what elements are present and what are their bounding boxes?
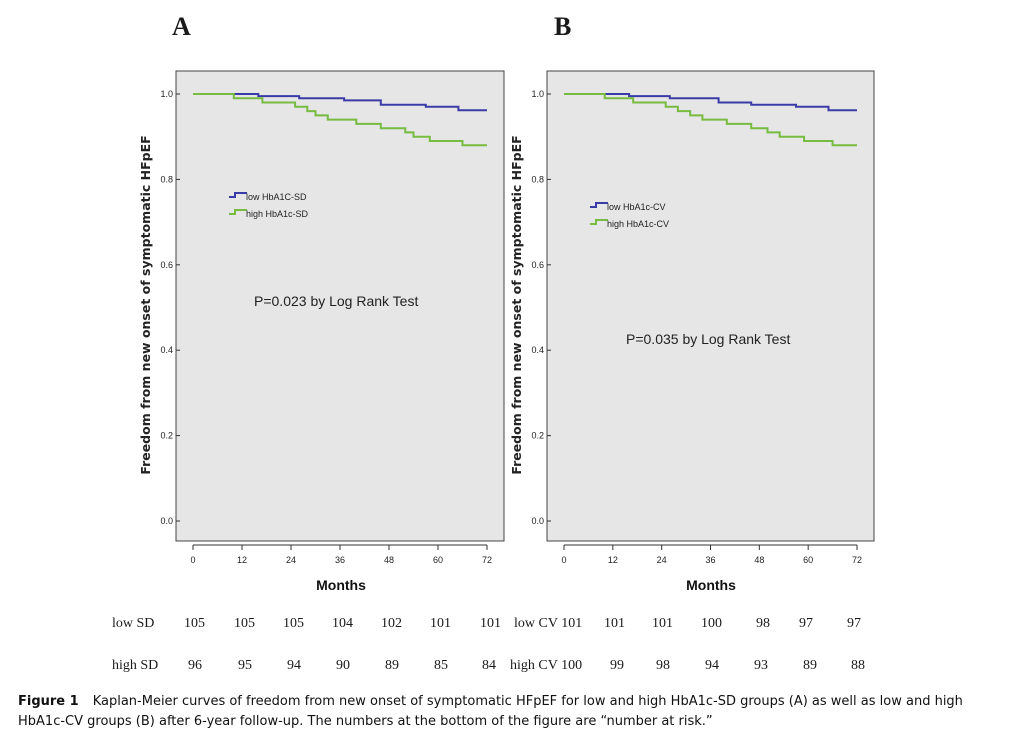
series-b xyxy=(564,93,857,147)
risk-value: 94 xyxy=(705,658,719,673)
figure-caption-label: Figure 1 xyxy=(18,694,79,709)
y-ticks-b: 0.0 0.2 0.4 0.6 0.8 1.0 xyxy=(531,89,551,526)
risk-value: 101 xyxy=(430,616,451,631)
risk-value: 98 xyxy=(656,658,670,673)
y-tick-label: 0.4 xyxy=(160,345,173,355)
survival-curve-low xyxy=(193,93,487,112)
legend-swatch-low-cv xyxy=(590,202,608,208)
x-tick-label: 72 xyxy=(852,555,862,565)
y-tick-label: 0.2 xyxy=(531,431,544,441)
risk-value: 89 xyxy=(385,658,399,673)
y-tick-label: 1.0 xyxy=(531,89,544,99)
risk-value: 104 xyxy=(332,616,353,631)
figure-caption-text: Kaplan-Meier curves of freedom from new … xyxy=(18,694,963,729)
legend-a: low HbA1C-SD high HbA1c-SD xyxy=(229,192,309,219)
x-tick-label: 48 xyxy=(384,555,394,565)
y-tick-label: 0.0 xyxy=(160,516,173,526)
x-tick-label: 24 xyxy=(286,555,296,565)
risk-value: 90 xyxy=(336,658,350,673)
p-value-annotation-b: P=0.035 by Log Rank Test xyxy=(626,331,790,347)
legend-swatch-low-sd xyxy=(229,192,247,198)
risk-value: 97 xyxy=(799,616,813,631)
y-tick-label: 1.0 xyxy=(160,89,173,99)
plot-area-b xyxy=(546,70,875,542)
risk-value: 99 xyxy=(610,658,624,673)
risk-label-low-sd: low SD xyxy=(112,616,155,631)
panel-a-letter: A xyxy=(172,12,191,41)
x-tick-label: 12 xyxy=(237,555,247,565)
risk-value: 93 xyxy=(754,658,768,673)
x-tick-label: 60 xyxy=(803,555,813,565)
risk-value: 102 xyxy=(381,616,402,631)
risk-value: 101 xyxy=(604,616,625,631)
x-axis-label-b: Months xyxy=(686,577,736,593)
y-axis-label-a: Freedom from new onset of symptomatic HF… xyxy=(138,135,153,474)
y-tick-label: 0.2 xyxy=(160,431,173,441)
risk-label-high-sd: high SD xyxy=(112,658,159,673)
risk-value: 97 xyxy=(847,616,861,631)
risk-value: 101 xyxy=(480,616,501,631)
x-tick-label: 36 xyxy=(335,555,345,565)
x-tick-label: 48 xyxy=(754,555,764,565)
figure-caption: Figure 1 Kaplan-Meier curves of freedom f… xyxy=(18,692,1008,732)
y-tick-label: 0.0 xyxy=(531,516,544,526)
risk-value: 105 xyxy=(184,616,205,631)
risk-value: 85 xyxy=(434,658,448,673)
risk-value: 88 xyxy=(851,658,865,673)
x-axis-label-a: Months xyxy=(316,577,366,593)
legend-swatch-high-cv xyxy=(590,219,608,225)
x-tick-label: 60 xyxy=(433,555,443,565)
y-tick-label: 0.6 xyxy=(531,260,544,270)
series-a xyxy=(193,93,487,147)
x-tick-label: 12 xyxy=(608,555,618,565)
x-ticks-b: 0 12 24 36 48 60 72 xyxy=(561,544,862,565)
risk-value: 94 xyxy=(287,658,301,673)
legend-label-high-sd: high HbA1c-SD xyxy=(246,209,309,219)
y-tick-label: 0.8 xyxy=(160,174,173,184)
y-tick-label: 0.4 xyxy=(531,345,544,355)
legend-label-low-cv: low HbA1c-CV xyxy=(607,202,666,212)
legend-swatch-high-sd xyxy=(229,209,247,215)
chart-canvas: Freedom from new onset of symptomatic HF… xyxy=(138,70,875,593)
risk-value: 84 xyxy=(482,658,496,673)
survival-curve-high xyxy=(564,93,857,147)
panel-b-letter: B xyxy=(554,12,572,41)
risk-value: 105 xyxy=(283,616,304,631)
risk-value: 100 xyxy=(701,616,722,631)
plot-area-a xyxy=(175,70,505,542)
x-tick-label: 0 xyxy=(561,555,566,565)
y-ticks-a: 0.0 0.2 0.4 0.6 0.8 1.0 xyxy=(160,89,180,526)
risk-value: 101 xyxy=(652,616,673,631)
risk-label-high-cv: high CV 100 xyxy=(510,658,583,673)
y-tick-label: 0.8 xyxy=(531,174,544,184)
risk-value: 96 xyxy=(188,658,202,673)
x-tick-label: 36 xyxy=(705,555,715,565)
x-tick-label: 72 xyxy=(482,555,492,565)
risk-value: 89 xyxy=(803,658,817,673)
p-value-annotation-a: P=0.023 by Log Rank Test xyxy=(254,293,418,309)
risk-value: 95 xyxy=(238,658,252,673)
y-axis-label-b: Freedom from new onset of symptomatic HF… xyxy=(509,135,524,474)
risk-label-low-cv: low CV 101 xyxy=(514,616,583,631)
x-tick-label: 0 xyxy=(190,555,195,565)
panel-b: Freedom from new onset of symptomatic HF… xyxy=(509,70,875,593)
risk-value: 105 xyxy=(234,616,255,631)
survival-curve-high xyxy=(193,93,487,147)
legend-label-low-sd: low HbA1C-SD xyxy=(246,192,307,202)
x-tick-label: 24 xyxy=(657,555,667,565)
panel-a: Freedom from new onset of symptomatic HF… xyxy=(138,70,505,593)
y-tick-label: 0.6 xyxy=(160,260,173,270)
risk-value: 98 xyxy=(756,616,770,631)
survival-curve-low xyxy=(564,93,857,112)
legend-b: low HbA1c-CV high HbA1c-CV xyxy=(590,202,669,229)
x-ticks-a: 0 12 24 36 48 60 72 xyxy=(190,544,492,565)
legend-label-high-cv: high HbA1c-CV xyxy=(607,219,669,229)
